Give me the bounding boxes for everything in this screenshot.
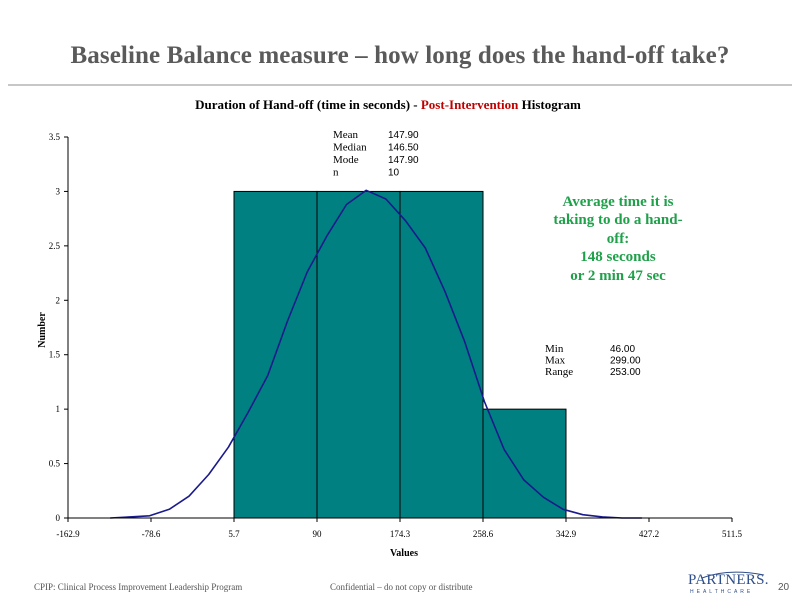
chart-title-suffix: Histogram bbox=[518, 97, 581, 112]
stat-label: Median bbox=[333, 142, 367, 154]
stat-value: 46.00 bbox=[610, 344, 635, 355]
callout-line: taking to do a hand- bbox=[553, 212, 683, 229]
histogram-bar bbox=[399, 190, 484, 519]
logo-swoosh-icon bbox=[701, 571, 765, 579]
stat-label: Max bbox=[545, 355, 566, 367]
stat-value: 299.00 bbox=[610, 356, 641, 367]
y-tick-label: 3.5 bbox=[49, 132, 61, 142]
histogram-bar bbox=[316, 190, 401, 519]
y-tick-label: 0 bbox=[56, 513, 61, 523]
x-tick-label: 342.9 bbox=[556, 529, 577, 539]
x-tick-label: 90 bbox=[313, 529, 323, 539]
slide-title: Baseline Balance measure – how long does… bbox=[70, 42, 730, 69]
stat-label: n bbox=[333, 167, 339, 179]
stat-value: 147.90 bbox=[388, 155, 419, 166]
x-axis-label: Values bbox=[390, 548, 418, 559]
y-axis-label: Number bbox=[37, 312, 48, 348]
stat-value: 147.90 bbox=[388, 130, 419, 141]
chart-title-highlight: Post-Intervention bbox=[421, 97, 519, 112]
stat-value: 146.50 bbox=[388, 143, 419, 154]
logo-name: PARTNERS. bbox=[688, 572, 769, 588]
y-tick-label: 1 bbox=[56, 404, 61, 414]
y-tick-label: 2 bbox=[56, 295, 61, 305]
y-tick-label: 2.5 bbox=[49, 241, 61, 251]
density-curve bbox=[110, 189, 642, 519]
page-number: 20 bbox=[778, 582, 790, 593]
y-tick-label: 0.5 bbox=[49, 459, 61, 469]
average-time-callout: Average time it is taking to do a hand- … bbox=[536, 193, 700, 285]
stat-label: Min bbox=[545, 343, 564, 355]
x-tick-label: 5.7 bbox=[228, 529, 240, 539]
callout-minutes: or 2 min 47 sec bbox=[570, 267, 666, 284]
x-tick-label: -162.9 bbox=[56, 529, 80, 539]
logo-tagline: HEALTHCARE bbox=[690, 589, 754, 595]
x-tick-label: -78.6 bbox=[142, 529, 161, 539]
y-tick-label: 3 bbox=[56, 186, 61, 196]
footer-program: CPIP: Clinical Process Improvement Leade… bbox=[34, 582, 243, 592]
x-tick-label: 427.2 bbox=[639, 529, 659, 539]
title-divider bbox=[8, 84, 792, 86]
chart-title: Duration of Hand-off (time in seconds) -… bbox=[195, 97, 581, 112]
callout-line: off: bbox=[606, 230, 630, 247]
stat-value: 10 bbox=[388, 168, 400, 179]
stat-value: 253.00 bbox=[610, 367, 641, 378]
x-tick-label: 258.6 bbox=[473, 529, 494, 539]
y-tick-label: 1.5 bbox=[49, 350, 61, 360]
callout-line: Average time it is bbox=[562, 194, 674, 210]
partners-logo: PARTNERS. HEALTHCARE bbox=[688, 571, 770, 596]
x-tick-label: 174.3 bbox=[390, 529, 411, 539]
callout-seconds: 148 seconds bbox=[580, 249, 656, 266]
footer-confidential: Confidential – do not copy or distribute bbox=[330, 582, 473, 592]
chart-title-prefix: Duration of Hand-off (time in seconds) - bbox=[195, 97, 421, 112]
stat-label: Mean bbox=[333, 129, 359, 141]
histogram-bar bbox=[482, 408, 567, 519]
stat-label: Range bbox=[545, 366, 573, 378]
stat-label: Mode bbox=[333, 154, 359, 166]
x-tick-label: 511.5 bbox=[722, 529, 742, 539]
